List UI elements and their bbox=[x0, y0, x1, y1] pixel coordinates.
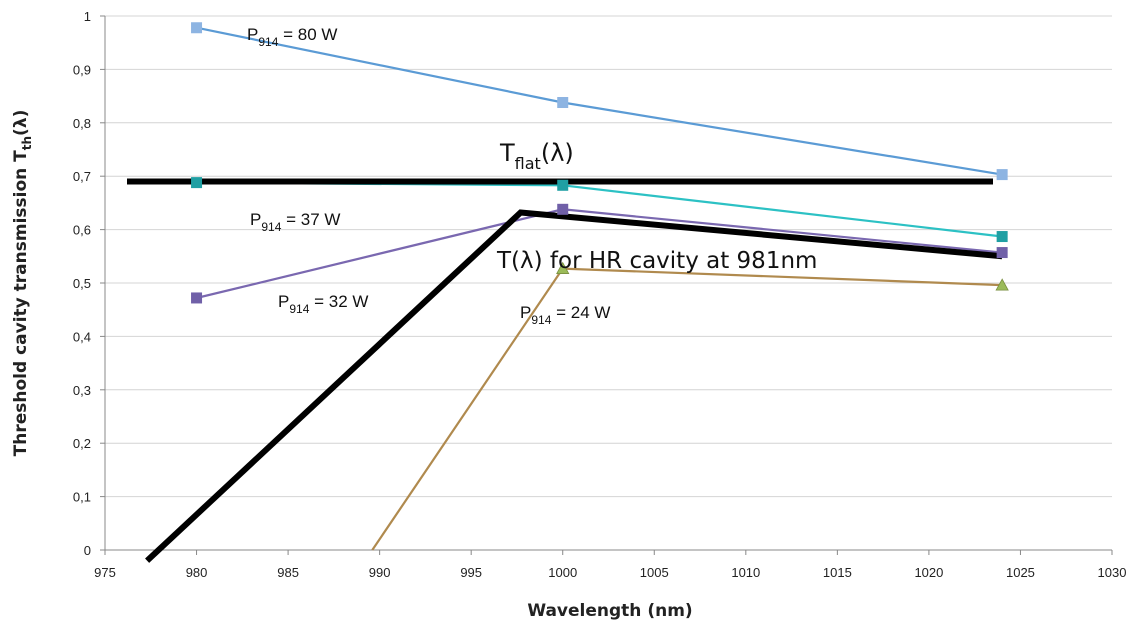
x-tick-label: 1015 bbox=[823, 565, 852, 580]
series-80w-point bbox=[996, 169, 1008, 181]
annotation-labels: P914 = 80 W P914 = 37 W P914 = 32 W P914 = … bbox=[247, 25, 817, 327]
y-tick-label: 0,8 bbox=[73, 116, 91, 131]
y-axis-title-tail: (λ) bbox=[11, 110, 31, 136]
y-tick-labels: 0 0,1 0,2 0,3 0,4 0,5 0,6 0,7 0,8 0,9 1 bbox=[73, 9, 91, 558]
x-tick-label: 985 bbox=[277, 565, 299, 580]
x-tick-label: 1025 bbox=[1006, 565, 1035, 580]
series-24w-point bbox=[556, 261, 570, 274]
y-axis-title-main: Threshold cavity transmission T bbox=[11, 150, 31, 457]
y-tick-label: 0,9 bbox=[73, 62, 91, 77]
series-80w-point bbox=[557, 97, 569, 109]
axes bbox=[100, 15, 1113, 555]
y-tick-label: 0 bbox=[84, 543, 91, 558]
x-tick-label: 1000 bbox=[548, 565, 577, 580]
x-tick-label: 990 bbox=[369, 565, 391, 580]
markers-layer bbox=[191, 22, 1009, 304]
x-tick-label: 1010 bbox=[731, 565, 760, 580]
series-37w-point bbox=[996, 231, 1008, 243]
t-hr-cavity-label: T(λ) for HR cavity at 981nm bbox=[496, 248, 817, 274]
series-37w-label: P914 = 37 W bbox=[250, 210, 340, 234]
x-tick-label: 1005 bbox=[640, 565, 669, 580]
x-tick-label: 975 bbox=[94, 565, 116, 580]
t-flat-label: Tflat(λ) bbox=[499, 139, 574, 173]
series-32w-label: P914 = 32 W bbox=[278, 292, 368, 316]
series-32w-point bbox=[191, 292, 203, 304]
x-tick-label: 1020 bbox=[914, 565, 943, 580]
y-axis-title-sub: th bbox=[20, 136, 34, 150]
series-80w-label: P914 = 80 W bbox=[247, 25, 337, 49]
series-24w-label: P914 = 24 W bbox=[520, 303, 610, 327]
gridlines bbox=[105, 15, 1112, 498]
y-tick-label: 0,4 bbox=[73, 329, 91, 344]
y-tick-label: 0,5 bbox=[73, 276, 91, 291]
y-axis-title: Threshold cavity transmission Tth(λ) bbox=[11, 110, 34, 457]
series-24w-point bbox=[995, 278, 1009, 291]
y-tick-label: 0,6 bbox=[73, 223, 91, 238]
y-tick-label: 0,1 bbox=[73, 490, 91, 505]
x-tick-label: 1030 bbox=[1098, 565, 1127, 580]
x-tick-labels: 975 980 985 990 995 1000 1005 1010 1015 1020 1025 1… bbox=[94, 565, 1126, 580]
y-tick-label: 0,3 bbox=[73, 383, 91, 398]
y-tick-label: 1 bbox=[84, 9, 91, 24]
series-37w-point bbox=[557, 179, 569, 191]
t-hr-cavity-curve bbox=[145, 209, 1003, 563]
series-37w-point bbox=[191, 177, 203, 189]
x-tick-label: 980 bbox=[186, 565, 208, 580]
y-tick-label: 0,7 bbox=[73, 169, 91, 184]
y-tick-label: 0,2 bbox=[73, 436, 91, 451]
series-32w-point bbox=[996, 247, 1008, 259]
x-tick-label: 995 bbox=[460, 565, 482, 580]
series-32w-point bbox=[557, 203, 569, 215]
x-axis-title: Wavelength (nm) bbox=[527, 601, 692, 621]
series-80w-point bbox=[191, 22, 203, 34]
